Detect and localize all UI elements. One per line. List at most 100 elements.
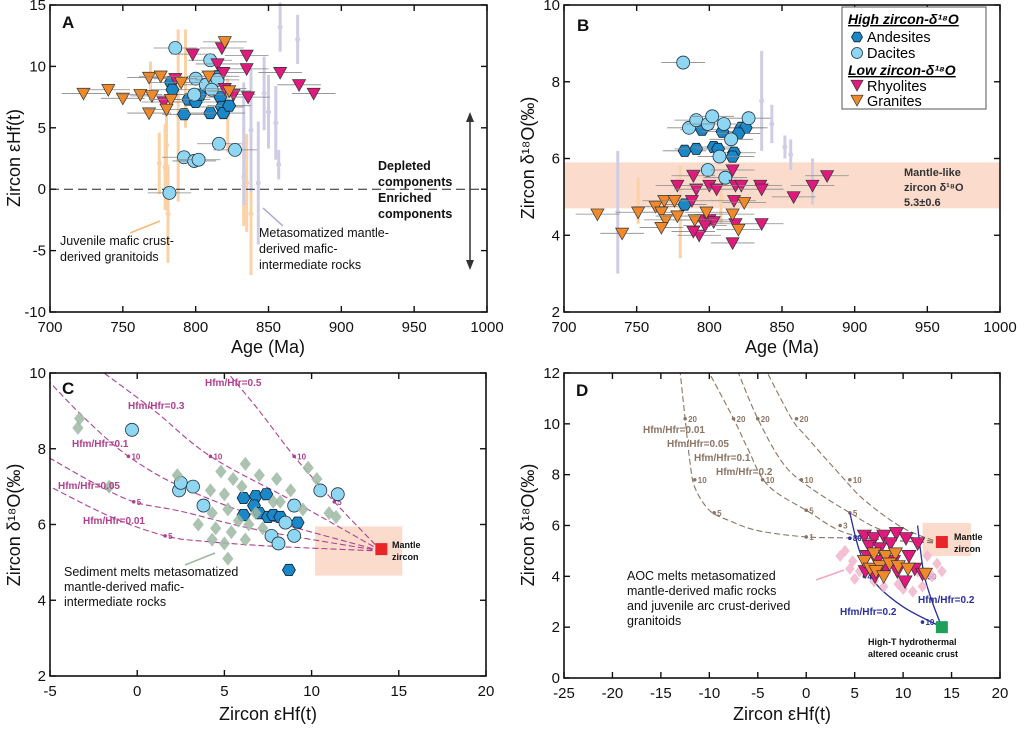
mantle-zircon-marker bbox=[935, 536, 948, 549]
y-tick-label: 6 bbox=[38, 517, 46, 534]
band-label-2: zircon δ¹⁸O bbox=[904, 182, 964, 194]
y-tick-label: 5 bbox=[38, 120, 46, 137]
x-tick-label: 750 bbox=[110, 319, 135, 336]
granites-point bbox=[731, 223, 746, 237]
aoc-annotation-3: and juvenile arc crust-derived bbox=[627, 599, 790, 613]
x-tick-label: -5 bbox=[43, 683, 56, 700]
legend-granites: Granites bbox=[867, 94, 922, 110]
mantle-zircon-label-c-1: Mantle bbox=[392, 540, 421, 550]
metasomatized-point bbox=[248, 127, 254, 133]
panel-b-ylabel: Zircon δ¹⁸O(‰) bbox=[518, 97, 538, 220]
curve-label: Hfm/Hfr=0.05 bbox=[58, 481, 120, 492]
y-tick-label: 4 bbox=[38, 592, 46, 609]
aoc-metasomatized-rocks-point bbox=[849, 572, 860, 585]
y-tick-label: 6 bbox=[552, 151, 560, 168]
hto-label-1: High-T hydrothermal bbox=[868, 637, 957, 647]
curve-mark-point bbox=[804, 535, 809, 539]
sediment-metasomatized-rocks-point bbox=[257, 521, 269, 536]
curve-mark-point bbox=[799, 477, 804, 482]
sediment-metasomatized-rocks-point bbox=[250, 506, 262, 521]
sediment-metasomatized-rocks-point bbox=[243, 517, 255, 532]
y-tick-label: 15 bbox=[29, 0, 46, 14]
granites-point bbox=[141, 71, 157, 85]
dacites-point bbox=[187, 87, 202, 102]
aoc-metasomatized-rocks-point bbox=[937, 565, 947, 578]
curve-label: Hfm/Hfr=0.2 bbox=[840, 607, 897, 618]
rhyolites-point bbox=[291, 79, 307, 93]
dacites-point bbox=[287, 528, 302, 543]
curve-mark-label: 20 bbox=[761, 415, 770, 424]
rhyolites-point bbox=[686, 170, 701, 183]
curve-mark-point bbox=[755, 416, 760, 421]
curve-mark-label: 10 bbox=[297, 452, 306, 461]
sediment-metasomatized-rocks-point bbox=[239, 456, 251, 471]
dacites-point bbox=[716, 117, 731, 131]
rhyolites-point bbox=[898, 532, 914, 546]
sediment-metasomatized-rocks-point bbox=[215, 464, 227, 479]
sediment-metasomatized-rocks-point bbox=[218, 487, 230, 502]
sediment-metasomatized-rocks-point bbox=[311, 472, 323, 487]
curve-label: Hfm/Hfr=0.01 bbox=[83, 516, 145, 527]
x-tick-label: -5 bbox=[751, 685, 764, 702]
x-tick-label: 700 bbox=[37, 319, 62, 336]
granites-point bbox=[631, 206, 646, 220]
x-tick-label: 0 bbox=[802, 685, 810, 702]
mantle-zircon-label-d-1: Mantle bbox=[954, 532, 983, 542]
dacites-point bbox=[278, 515, 293, 530]
metasomatized-point bbox=[759, 98, 765, 104]
metasomatized-annotation-3: intermediate rocks bbox=[259, 258, 361, 272]
depleted-label-2: components bbox=[378, 175, 452, 189]
legend-rhyolites: Rhyolites bbox=[867, 79, 927, 95]
sediment-metasomatized-rocks-point bbox=[222, 502, 234, 517]
y-tick-label: 2 bbox=[552, 619, 560, 636]
dacites-point bbox=[125, 422, 139, 437]
granites-point bbox=[917, 567, 933, 582]
legend-rhyolite-marker bbox=[850, 79, 864, 92]
rhyolites-point bbox=[819, 170, 835, 183]
granites-point bbox=[615, 227, 630, 241]
andesites-point bbox=[236, 491, 251, 505]
mixing-curve bbox=[737, 372, 942, 544]
x-tick-label: 5 bbox=[220, 683, 228, 700]
granites-point bbox=[144, 90, 160, 104]
granites-point bbox=[887, 547, 903, 562]
curve-mark-point bbox=[693, 477, 697, 482]
y-tick-label: -10 bbox=[24, 304, 46, 321]
panel-a-xlabel: Age (Ma) bbox=[231, 337, 305, 357]
sediment-metasomatized-rocks-point bbox=[192, 517, 204, 532]
x-tick-label: 10 bbox=[303, 683, 320, 700]
panel-c-ylabel: Zircon δ¹⁸O(‰) bbox=[4, 464, 24, 587]
dacites-point bbox=[212, 136, 226, 151]
sediment-metasomatized-rocks-point bbox=[206, 506, 218, 521]
aoc-metasomatized-rocks-point bbox=[854, 565, 865, 578]
curve-mark-label: 5 bbox=[717, 509, 722, 518]
y-tick-label: 10 bbox=[29, 58, 46, 75]
arrow-down-icon bbox=[466, 260, 474, 270]
granites-point bbox=[654, 222, 669, 235]
x-tick-label: -10 bbox=[698, 685, 720, 702]
altered-oceanic-crust-marker bbox=[935, 621, 948, 634]
curve-mark-point bbox=[794, 416, 799, 421]
curve-mark-label: 1 bbox=[809, 533, 814, 542]
y-tick-label: 10 bbox=[29, 365, 46, 382]
panel-b-label: B bbox=[577, 16, 589, 35]
rhyolites-point bbox=[725, 164, 740, 178]
rhyolites-point bbox=[754, 218, 769, 231]
metasomatized-annotation-2: derived mafic- bbox=[259, 242, 338, 256]
rhyolites-point bbox=[726, 195, 742, 208]
dacites-point bbox=[689, 113, 704, 128]
x-tick-label: 800 bbox=[697, 319, 722, 336]
hto-label-2: altered oceanic crust bbox=[868, 649, 958, 659]
rhyolites-point bbox=[861, 539, 877, 554]
x-tick-label: 20 bbox=[478, 683, 495, 700]
granites-point bbox=[159, 103, 174, 117]
x-tick-label: 700 bbox=[551, 319, 576, 336]
rhyolites-point bbox=[805, 179, 820, 193]
granites-point bbox=[878, 550, 894, 564]
sediment-metasomatized-rocks-point bbox=[103, 479, 115, 494]
rhyolites-point bbox=[273, 66, 288, 80]
sediment-metasomatized-rocks-point bbox=[210, 521, 222, 536]
granites-point bbox=[900, 562, 916, 577]
dacites-point bbox=[191, 152, 206, 167]
aoc-annotation-2: mantle-derived mafic rocks bbox=[627, 584, 776, 598]
